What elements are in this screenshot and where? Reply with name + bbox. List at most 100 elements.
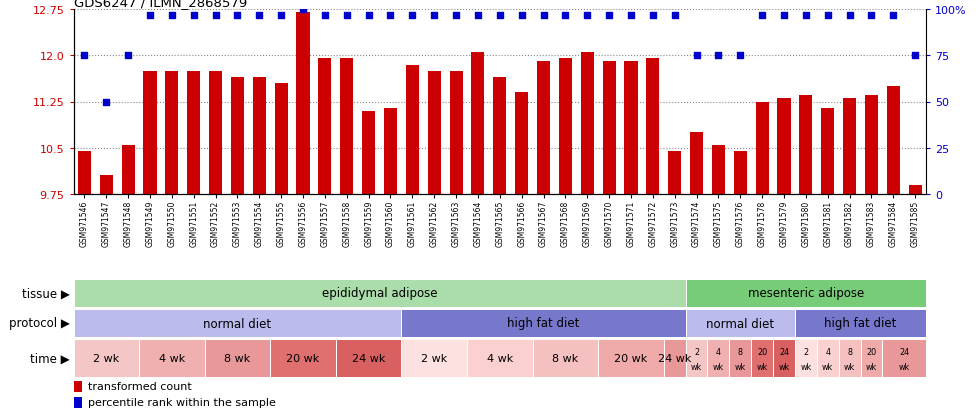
Bar xyxy=(450,71,463,195)
Text: time ▶: time ▶ xyxy=(30,351,70,365)
Text: 20 wk: 20 wk xyxy=(614,353,648,363)
Point xyxy=(273,12,289,19)
Point xyxy=(318,12,333,19)
Bar xyxy=(406,65,418,195)
Bar xyxy=(402,309,686,337)
Bar xyxy=(297,13,310,195)
Text: wk: wk xyxy=(801,362,811,371)
Bar xyxy=(686,279,926,307)
Point xyxy=(732,53,748,59)
Bar xyxy=(209,71,222,195)
Point xyxy=(295,7,311,13)
Bar xyxy=(686,339,708,377)
Bar xyxy=(887,87,900,195)
Text: mesenteric adipose: mesenteric adipose xyxy=(748,287,864,300)
Text: wk: wk xyxy=(691,362,703,371)
Bar xyxy=(515,93,528,195)
Bar xyxy=(340,59,354,195)
Point xyxy=(76,53,92,59)
Point xyxy=(98,99,114,106)
Bar xyxy=(143,71,157,195)
Point xyxy=(842,12,858,19)
Text: 2 wk: 2 wk xyxy=(421,353,447,363)
Text: 24: 24 xyxy=(779,347,789,356)
Text: wk: wk xyxy=(865,362,877,371)
Bar xyxy=(493,78,507,195)
Point xyxy=(208,12,223,19)
Bar xyxy=(187,71,200,195)
Bar xyxy=(865,96,878,195)
Text: wk: wk xyxy=(822,362,833,371)
Text: wk: wk xyxy=(778,362,790,371)
Point xyxy=(689,53,705,59)
Text: percentile rank within the sample: percentile rank within the sample xyxy=(87,397,275,407)
Text: wk: wk xyxy=(899,362,909,371)
Bar xyxy=(362,112,375,195)
Text: normal diet: normal diet xyxy=(707,317,774,330)
Text: 8 wk: 8 wk xyxy=(553,353,578,363)
Bar xyxy=(603,62,615,195)
Point xyxy=(558,12,573,19)
Text: wk: wk xyxy=(712,362,724,371)
Point xyxy=(361,12,376,19)
Text: protocol ▶: protocol ▶ xyxy=(9,317,70,330)
Text: 8: 8 xyxy=(847,347,852,356)
Text: high fat diet: high fat diet xyxy=(508,317,580,330)
Point xyxy=(339,12,355,19)
Bar xyxy=(581,53,594,195)
Point xyxy=(645,12,661,19)
Bar xyxy=(100,176,113,195)
Point xyxy=(666,12,682,19)
Text: 24: 24 xyxy=(900,347,909,356)
Bar xyxy=(537,62,550,195)
Point xyxy=(907,53,923,59)
Point xyxy=(514,12,529,19)
Point xyxy=(252,12,268,19)
Bar xyxy=(231,78,244,195)
Point xyxy=(382,12,398,19)
Text: 8: 8 xyxy=(738,347,743,356)
Bar xyxy=(74,279,686,307)
Point xyxy=(121,53,136,59)
Text: epididymal adipose: epididymal adipose xyxy=(321,287,437,300)
Bar xyxy=(598,339,663,377)
Bar xyxy=(74,339,139,377)
Text: high fat diet: high fat diet xyxy=(824,317,897,330)
Text: 20: 20 xyxy=(866,347,876,356)
Bar xyxy=(336,339,402,377)
Bar xyxy=(559,59,572,195)
Text: 24 wk: 24 wk xyxy=(352,353,385,363)
Bar xyxy=(74,309,402,337)
Bar xyxy=(690,133,703,195)
Bar xyxy=(74,381,82,392)
Bar xyxy=(708,339,729,377)
Bar xyxy=(686,309,795,337)
Bar xyxy=(139,339,205,377)
Point xyxy=(776,12,792,19)
Point xyxy=(426,12,442,19)
Text: 4: 4 xyxy=(825,347,830,356)
Bar xyxy=(318,59,331,195)
Bar xyxy=(800,96,812,195)
Bar xyxy=(734,152,747,195)
Text: wk: wk xyxy=(844,362,856,371)
Point xyxy=(405,12,420,19)
Bar xyxy=(77,152,91,195)
Bar xyxy=(384,108,397,195)
Text: tissue ▶: tissue ▶ xyxy=(22,287,70,300)
Bar xyxy=(205,339,270,377)
Point xyxy=(602,12,617,19)
Bar xyxy=(74,396,82,408)
Bar xyxy=(752,339,773,377)
Text: 8 wk: 8 wk xyxy=(224,353,251,363)
Bar xyxy=(532,339,598,377)
Bar xyxy=(646,59,660,195)
Text: 2: 2 xyxy=(804,347,808,356)
Bar xyxy=(839,339,860,377)
Bar xyxy=(624,62,638,195)
Bar xyxy=(777,99,791,195)
Point xyxy=(820,12,836,19)
Point xyxy=(448,12,464,19)
Bar xyxy=(471,53,484,195)
Bar xyxy=(166,71,178,195)
